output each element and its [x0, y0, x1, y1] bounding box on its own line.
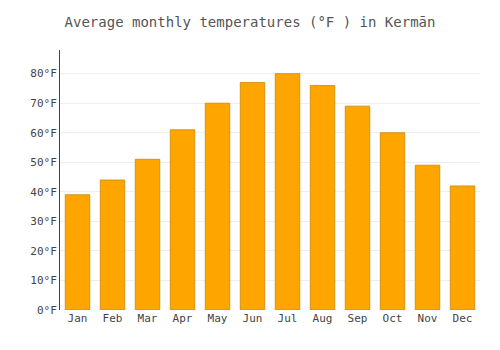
svg-text:Nov: Nov	[418, 312, 438, 325]
svg-text:Mar: Mar	[138, 312, 158, 325]
svg-text:70°F: 70°F	[30, 97, 57, 110]
svg-text:40°F: 40°F	[30, 186, 57, 199]
svg-text:60°F: 60°F	[30, 127, 57, 140]
svg-text:Jul: Jul	[278, 312, 298, 325]
svg-text:Jun: Jun	[243, 312, 263, 325]
svg-text:50°F: 50°F	[30, 156, 57, 169]
svg-text:Jan: Jan	[68, 312, 88, 325]
svg-text:10°F: 10°F	[30, 274, 57, 287]
svg-text:30°F: 30°F	[30, 215, 57, 228]
svg-text:20°F: 20°F	[30, 245, 57, 258]
svg-text:May: May	[208, 312, 228, 325]
svg-text:0°F: 0°F	[37, 304, 57, 317]
svg-text:Dec: Dec	[453, 312, 473, 325]
svg-text:Aug: Aug	[313, 312, 333, 325]
svg-text:Oct: Oct	[383, 312, 403, 325]
svg-text:Average monthly temperatures (: Average monthly temperatures (°F ) in Ke…	[65, 14, 436, 30]
svg-text:80°F: 80°F	[30, 67, 57, 80]
svg-text:Apr: Apr	[173, 312, 193, 325]
svg-text:Feb: Feb	[103, 312, 123, 325]
svg-text:Sep: Sep	[348, 312, 368, 325]
